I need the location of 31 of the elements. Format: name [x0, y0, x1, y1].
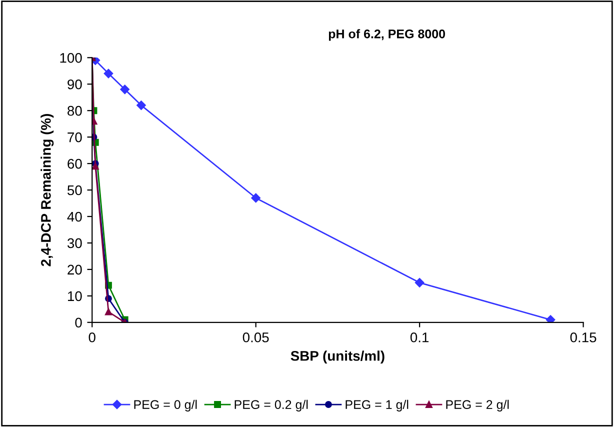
legend-label: PEG = 2 g/l — [446, 400, 509, 412]
y-tick-label: 50 — [67, 185, 82, 196]
point — [546, 315, 556, 322]
y-tick-label: 30 — [67, 238, 82, 248]
y-tick-label: 70 — [68, 132, 82, 142]
y-axis-title: 2,4-DCP Remaining (%) — [40, 114, 54, 266]
x-axis-title: SBP (units/ml) — [290, 350, 384, 364]
point — [414, 278, 424, 288]
y-tick-label: 40 — [67, 212, 82, 222]
legend-label: PEG = 1 g/l — [346, 400, 408, 412]
x-tick-label: 0.05 — [242, 332, 269, 342]
x-tick-label: 0 — [88, 332, 96, 342]
y-tick-label: 90 — [68, 79, 82, 90]
point — [92, 118, 98, 125]
point — [136, 100, 146, 110]
y-tick-label: 0 — [75, 318, 82, 328]
y-tick-label: 100 — [60, 52, 82, 63]
y-tick-label: 20 — [68, 264, 82, 275]
point — [92, 162, 99, 170]
y-tick-label: 10 — [68, 291, 82, 302]
chart-title: pH of 6.2, PEG 8000 — [328, 29, 446, 41]
y-tick-label: 60 — [68, 158, 82, 169]
x-tick-label: 0.1 — [410, 332, 429, 342]
point — [104, 68, 114, 78]
point — [120, 84, 130, 94]
point — [105, 308, 112, 316]
y-tick-label: 80 — [68, 106, 82, 116]
legend-label: PEG = 0.2 g/l — [234, 400, 308, 412]
point — [251, 193, 260, 203]
legend-label: PEG = 0 g/l — [134, 400, 197, 412]
x-tick-label: 0.15 — [570, 332, 596, 342]
